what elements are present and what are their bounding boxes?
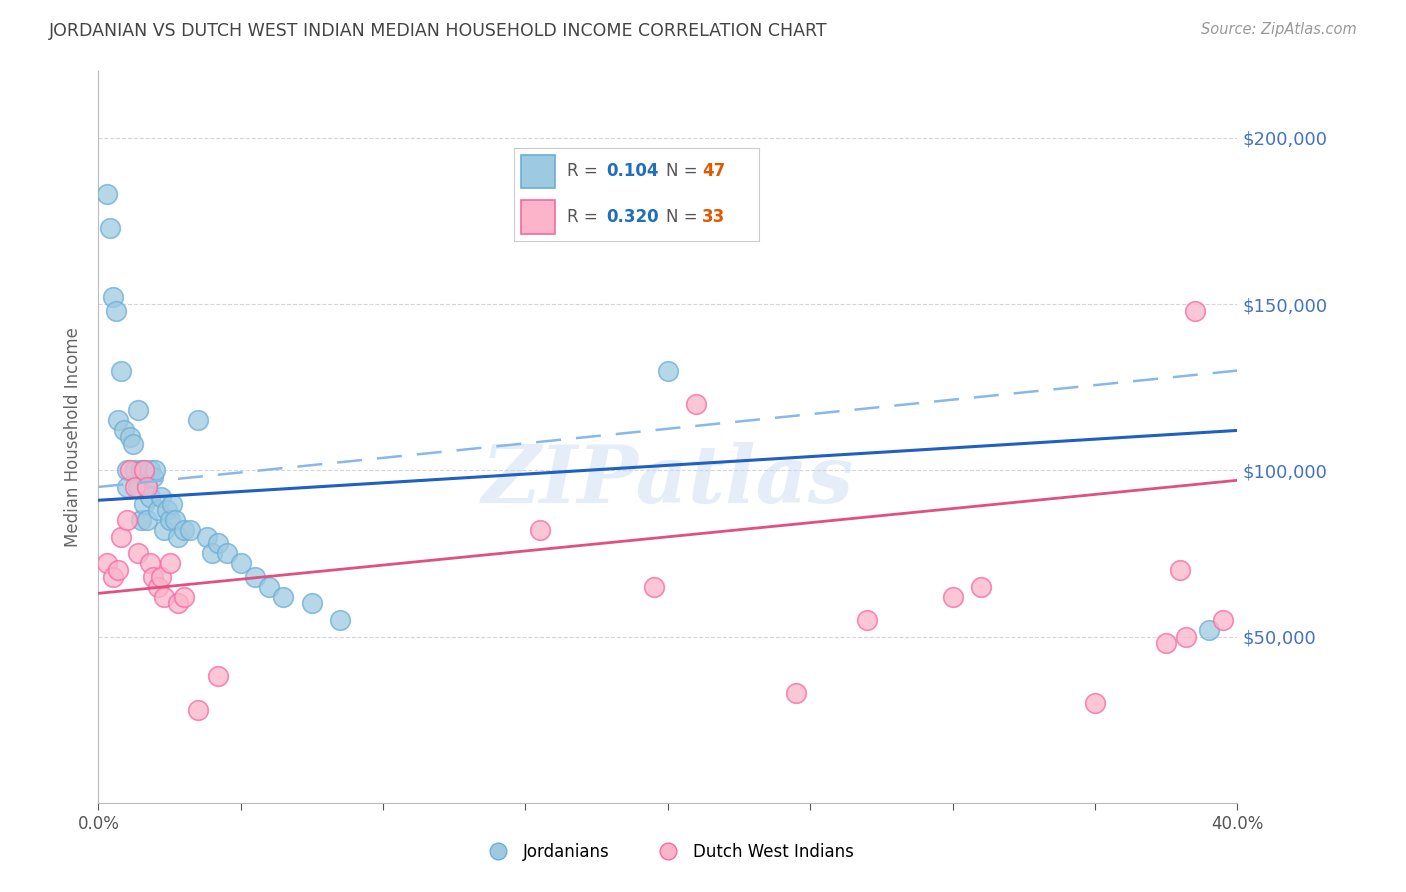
Point bbox=[110, 363, 132, 377]
Point bbox=[162, 497, 184, 511]
Point bbox=[127, 546, 149, 560]
Point bbox=[215, 546, 238, 560]
Point bbox=[127, 403, 149, 417]
Point bbox=[148, 503, 170, 517]
Point bbox=[141, 470, 163, 484]
Point bbox=[150, 570, 173, 584]
Text: 0.104: 0.104 bbox=[607, 162, 659, 180]
Point bbox=[101, 290, 124, 304]
Point bbox=[138, 557, 160, 571]
Point bbox=[138, 463, 160, 477]
Point bbox=[112, 424, 135, 438]
Point bbox=[159, 513, 181, 527]
Point bbox=[207, 669, 229, 683]
Point bbox=[104, 303, 127, 318]
Point bbox=[98, 220, 121, 235]
Point bbox=[121, 436, 143, 450]
Point bbox=[273, 590, 295, 604]
Y-axis label: Median Household Income: Median Household Income bbox=[63, 327, 82, 547]
Text: R =: R = bbox=[568, 162, 603, 180]
Point bbox=[110, 530, 132, 544]
Text: N =: N = bbox=[665, 208, 703, 226]
Point bbox=[132, 463, 155, 477]
Point bbox=[259, 580, 281, 594]
Point bbox=[173, 590, 195, 604]
Point bbox=[1170, 563, 1192, 577]
Point bbox=[173, 523, 195, 537]
Point bbox=[129, 513, 152, 527]
Point bbox=[138, 490, 160, 504]
Text: Source: ZipAtlas.com: Source: ZipAtlas.com bbox=[1201, 22, 1357, 37]
Point bbox=[1154, 636, 1177, 650]
Point bbox=[135, 476, 157, 491]
Point bbox=[657, 363, 679, 377]
Point bbox=[970, 580, 993, 594]
Point bbox=[132, 463, 155, 477]
Point bbox=[207, 536, 229, 550]
Point bbox=[148, 580, 170, 594]
Text: R =: R = bbox=[568, 208, 603, 226]
Text: 33: 33 bbox=[703, 208, 725, 226]
Point bbox=[187, 703, 209, 717]
Point bbox=[132, 497, 155, 511]
Text: ZIPatlas: ZIPatlas bbox=[482, 442, 853, 520]
Point bbox=[1212, 613, 1234, 627]
Point bbox=[156, 503, 179, 517]
Point bbox=[107, 563, 129, 577]
Bar bbox=[520, 154, 555, 188]
Point bbox=[167, 530, 190, 544]
Point bbox=[1084, 696, 1107, 710]
Point bbox=[101, 570, 124, 584]
Point bbox=[96, 187, 118, 202]
Point bbox=[118, 430, 141, 444]
Point bbox=[129, 463, 152, 477]
Point bbox=[187, 413, 209, 427]
Point bbox=[115, 480, 138, 494]
Point bbox=[1175, 630, 1198, 644]
Point bbox=[135, 513, 157, 527]
Point bbox=[150, 490, 173, 504]
Point bbox=[165, 513, 187, 527]
Point bbox=[159, 557, 181, 571]
Point bbox=[856, 613, 879, 627]
Point bbox=[115, 463, 138, 477]
Text: N =: N = bbox=[665, 162, 703, 180]
Point bbox=[1184, 303, 1206, 318]
Point bbox=[153, 523, 176, 537]
Text: 0.320: 0.320 bbox=[607, 208, 659, 226]
Point bbox=[1198, 623, 1220, 637]
Point bbox=[201, 546, 224, 560]
Point bbox=[229, 557, 252, 571]
Legend: Jordanians, Dutch West Indians: Jordanians, Dutch West Indians bbox=[475, 837, 860, 868]
Point bbox=[243, 570, 266, 584]
Point bbox=[118, 463, 141, 477]
Point bbox=[96, 557, 118, 571]
Point bbox=[141, 570, 163, 584]
Point bbox=[167, 596, 190, 610]
Point bbox=[135, 480, 157, 494]
Point bbox=[124, 480, 146, 494]
Point bbox=[179, 523, 201, 537]
Point bbox=[145, 463, 167, 477]
Point bbox=[124, 463, 146, 477]
Text: JORDANIAN VS DUTCH WEST INDIAN MEDIAN HOUSEHOLD INCOME CORRELATION CHART: JORDANIAN VS DUTCH WEST INDIAN MEDIAN HO… bbox=[49, 22, 828, 40]
Text: 47: 47 bbox=[703, 162, 725, 180]
Point bbox=[529, 523, 551, 537]
Point bbox=[107, 413, 129, 427]
Point bbox=[127, 480, 149, 494]
Point bbox=[153, 590, 176, 604]
Point bbox=[643, 580, 665, 594]
Bar bbox=[520, 200, 555, 234]
Point bbox=[329, 613, 352, 627]
Point bbox=[685, 397, 707, 411]
Point bbox=[195, 530, 218, 544]
Point bbox=[785, 686, 807, 700]
Point bbox=[115, 513, 138, 527]
Point bbox=[942, 590, 965, 604]
Point bbox=[301, 596, 323, 610]
